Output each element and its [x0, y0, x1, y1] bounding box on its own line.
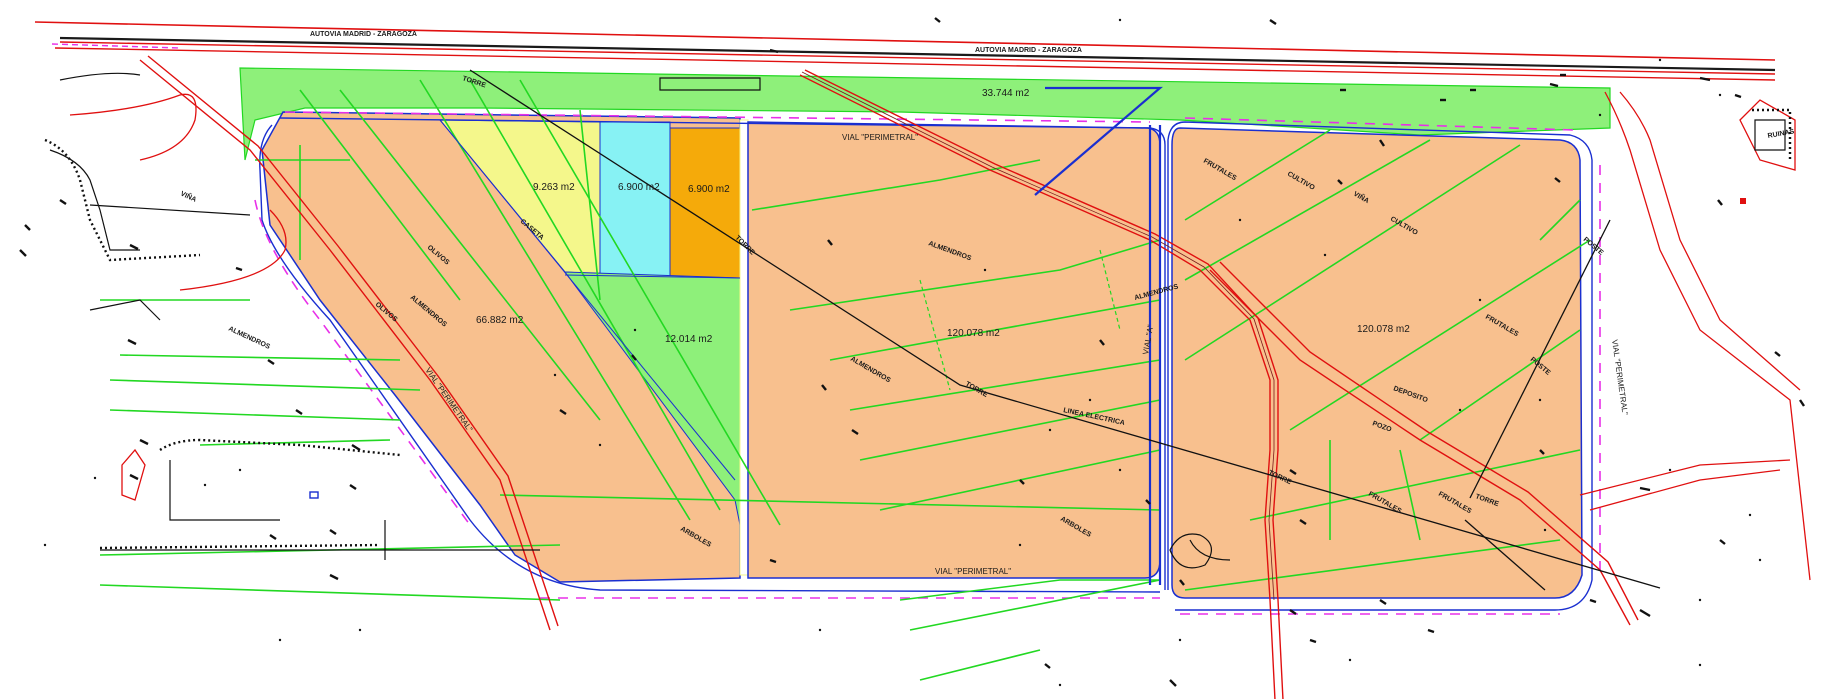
autovia-road	[34, 21, 1776, 81]
area-plot-cyan: 6.900 m2	[618, 182, 660, 193]
green-strip-north	[239, 67, 1611, 161]
survey-marks	[19, 17, 1805, 687]
field-boundaries	[99, 79, 1591, 681]
autovia-label-right: AUTOVIA MADRID - ZARAGOZA	[975, 47, 1082, 54]
plot-cyan	[599, 121, 671, 277]
area-plot-green: 12.014 m2	[665, 334, 713, 345]
perimeter-offset	[254, 111, 1601, 615]
area-plot-orange: 6.900 m2	[688, 184, 730, 195]
electric-line	[469, 69, 1661, 591]
plot-middle	[747, 121, 1161, 579]
area-plot-yellow: 9.263 m2	[533, 182, 575, 193]
road-perimetral-right: VIAL "PERIMETRAL"	[1610, 339, 1630, 416]
road-perimetral-top: VIAL "PERIMETRAL"	[842, 133, 918, 142]
plot-orange	[669, 127, 741, 279]
area-plot-right: 120.078 m2	[1357, 324, 1410, 335]
autovia-label-left: AUTOVIA MADRID - ZARAGOZA	[310, 31, 417, 38]
plot-right	[1171, 127, 1583, 599]
ruinas-label: RUINAS	[1767, 128, 1795, 140]
area-strip-top: 33.744 m2	[982, 88, 1030, 99]
area-plot-left: 66.882 m2	[476, 315, 524, 326]
road-perimetral-bottom: VIAL "PERIMETRAL"	[935, 567, 1011, 576]
vina-label-1: VIÑA	[179, 189, 198, 204]
area-plot-middle: 120.078 m2	[947, 328, 1000, 339]
almendros-label-2: ALMENDROS	[227, 325, 271, 351]
diagonal-road	[139, 55, 1639, 699]
survey-points	[43, 18, 1762, 687]
